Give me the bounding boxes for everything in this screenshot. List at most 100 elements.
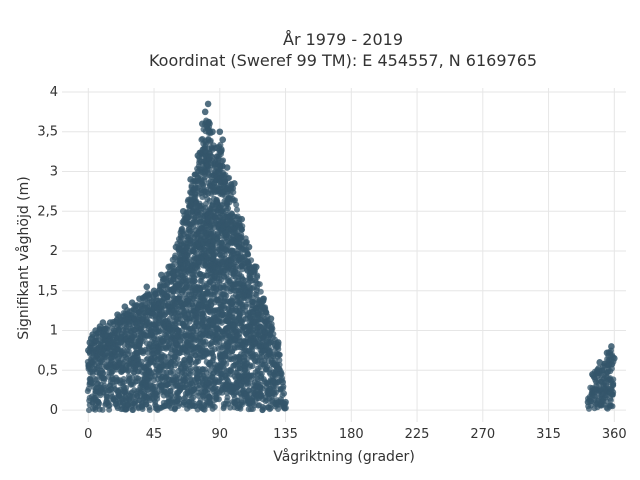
data-point — [276, 357, 283, 364]
y-axis-title: Signifikant våghöjd (m) — [15, 176, 32, 339]
y-tick-label: 2 — [50, 244, 58, 259]
data-point — [101, 382, 108, 389]
data-point — [130, 334, 137, 341]
data-point — [279, 378, 286, 386]
data-point — [249, 363, 256, 370]
data-point — [120, 379, 127, 386]
data-point — [191, 278, 198, 285]
data-point — [96, 400, 103, 407]
data-point — [610, 382, 617, 389]
data-point — [257, 288, 264, 295]
data-point — [589, 370, 596, 378]
data-point — [256, 281, 263, 288]
data-point — [125, 348, 132, 355]
data-point — [233, 201, 240, 208]
data-point — [234, 206, 240, 213]
data-point — [215, 396, 222, 403]
data-points — [84, 100, 618, 414]
data-point — [99, 359, 106, 366]
data-point — [584, 398, 592, 406]
data-point — [174, 355, 181, 362]
data-point — [211, 404, 218, 410]
data-point — [106, 402, 113, 409]
x-axis-title: Vågriktning (grader) — [273, 448, 415, 465]
data-point — [267, 315, 275, 322]
data-point — [281, 405, 288, 412]
data-point — [232, 197, 238, 204]
data-point — [99, 406, 106, 413]
data-point — [187, 371, 194, 378]
data-point — [211, 291, 218, 298]
data-point — [244, 381, 251, 388]
data-point — [106, 319, 114, 326]
x-tick-label: 180 — [339, 427, 364, 442]
data-point — [206, 120, 213, 127]
data-point — [129, 374, 136, 381]
data-point — [190, 394, 197, 401]
data-point — [232, 263, 239, 270]
data-point — [260, 295, 267, 303]
x-tick-label: 360 — [602, 427, 627, 442]
data-point — [267, 405, 274, 411]
chart-title-line2: Koordinat (Sweref 99 TM): E 454557, N 61… — [149, 51, 537, 70]
data-point — [99, 319, 107, 326]
data-point — [254, 274, 261, 281]
data-point — [85, 385, 92, 392]
data-point — [176, 396, 183, 402]
data-point — [225, 205, 232, 212]
data-point — [154, 395, 161, 402]
data-point — [245, 243, 253, 251]
data-point — [223, 292, 230, 299]
data-point — [144, 386, 151, 393]
data-point — [202, 366, 209, 373]
data-point — [114, 311, 121, 318]
data-point — [253, 263, 260, 271]
data-point — [276, 361, 283, 368]
data-point — [146, 407, 153, 413]
data-point — [201, 108, 209, 116]
data-point — [276, 351, 283, 358]
data-point — [100, 370, 107, 377]
data-point — [274, 339, 282, 346]
data-point — [206, 166, 213, 173]
data-point — [231, 180, 238, 187]
data-point — [172, 243, 180, 251]
y-tick-label: 3 — [50, 165, 58, 180]
x-tick-label: 90 — [212, 427, 229, 442]
data-point — [245, 251, 252, 258]
chart-title-line1: År 1979 - 2019 — [283, 30, 403, 49]
data-point — [213, 144, 221, 151]
data-point — [207, 137, 214, 144]
data-point — [238, 215, 246, 223]
data-point — [143, 283, 151, 291]
data-point — [219, 136, 227, 143]
y-tick-label: 1 — [50, 324, 58, 339]
data-point — [150, 287, 158, 295]
data-point — [172, 252, 179, 259]
y-tick-label: 0,5 — [37, 363, 58, 378]
data-point — [123, 384, 130, 391]
data-point — [200, 182, 207, 189]
data-point — [194, 152, 202, 159]
x-tick-label: 135 — [273, 427, 298, 442]
data-point — [262, 304, 269, 311]
data-point — [210, 353, 217, 360]
data-point — [164, 296, 171, 303]
data-point — [128, 299, 136, 307]
data-point — [168, 392, 175, 398]
data-point — [121, 303, 129, 310]
data-point — [161, 353, 168, 360]
data-point — [282, 398, 289, 406]
data-point — [187, 365, 194, 372]
data-point — [209, 128, 216, 136]
y-tick-label: 2,5 — [37, 204, 58, 219]
data-point — [230, 189, 237, 196]
data-point — [226, 174, 233, 181]
data-point — [609, 391, 616, 398]
data-point — [243, 301, 250, 308]
y-tick-label: 3,5 — [37, 125, 58, 140]
data-point — [207, 394, 214, 400]
data-point — [610, 376, 617, 383]
data-point — [223, 360, 230, 367]
